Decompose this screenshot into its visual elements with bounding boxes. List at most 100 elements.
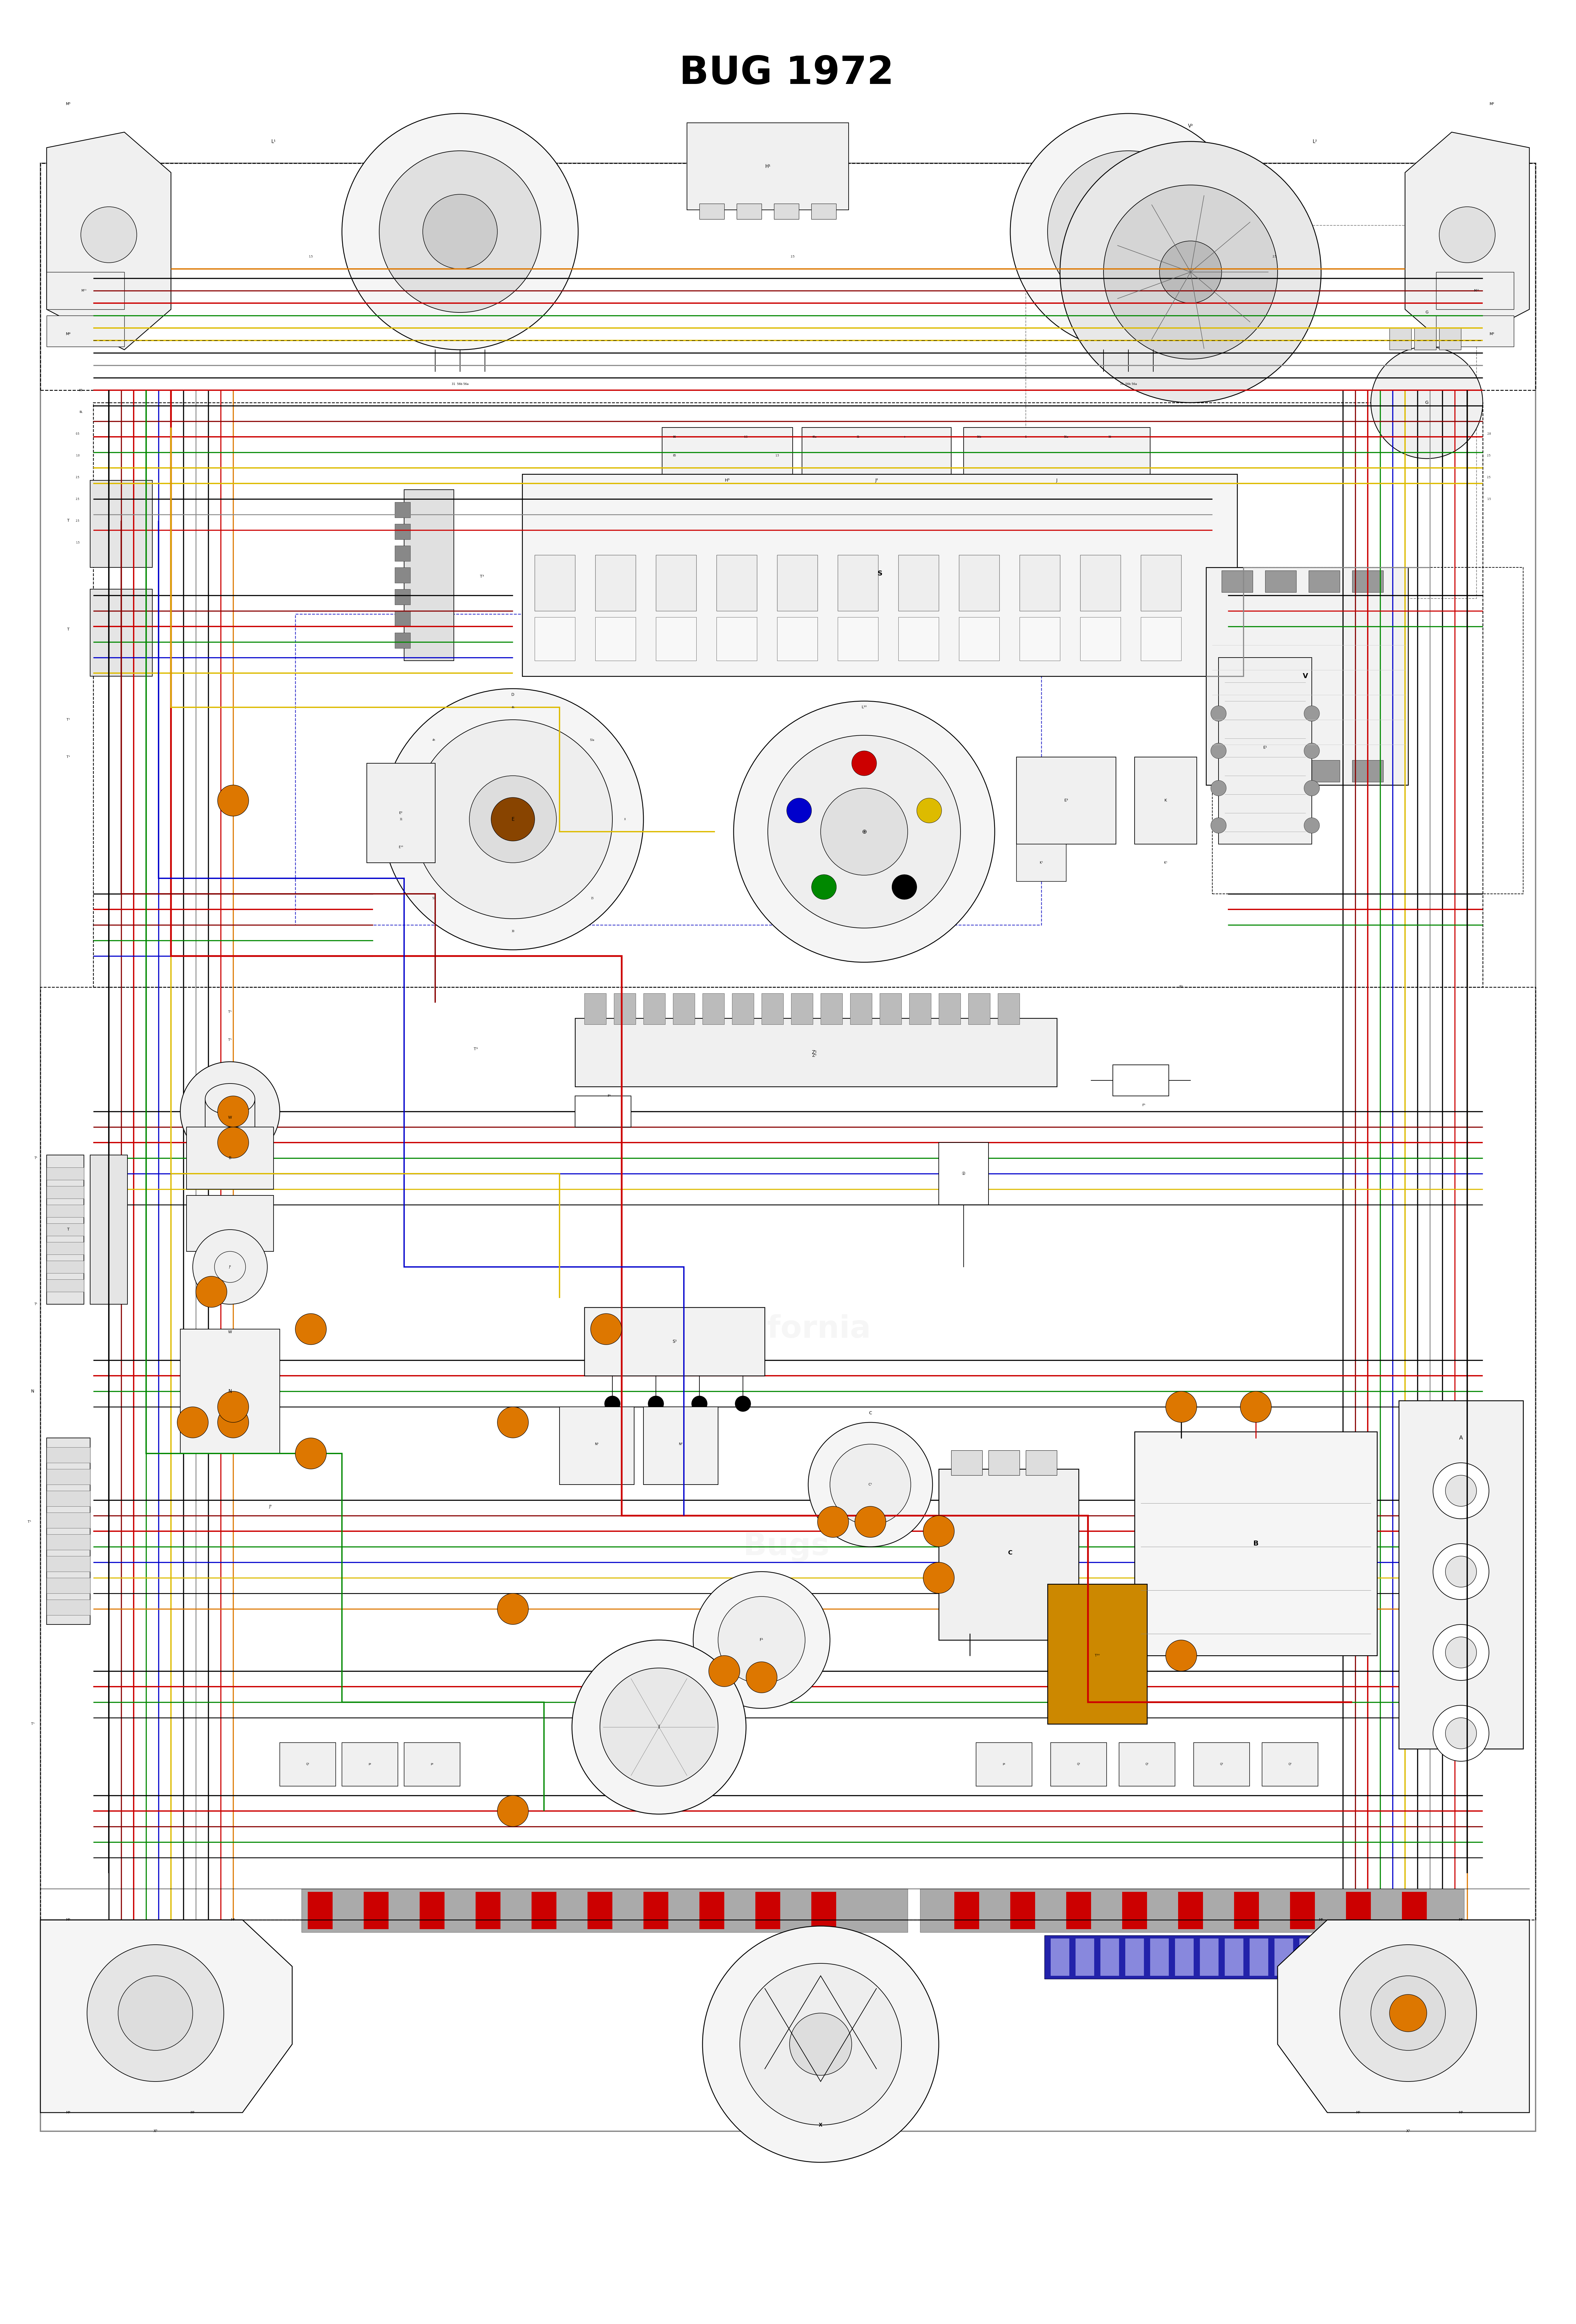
Bar [1374, 1892, 1399, 1929]
Circle shape [808, 1422, 933, 1548]
Bar [342, 1743, 397, 1787]
Bar [1100, 1938, 1119, 1975]
Circle shape [217, 786, 249, 816]
Bar [47, 272, 125, 309]
Bar [1262, 1892, 1288, 1929]
Circle shape [1303, 744, 1319, 758]
Circle shape [854, 1506, 886, 1538]
Text: 1.5: 1.5 [775, 453, 779, 458]
Bar [700, 205, 725, 218]
Text: 58: 58 [79, 388, 82, 390]
Text: 31: 31 [399, 818, 402, 820]
Circle shape [1371, 1975, 1445, 2050]
Circle shape [1303, 781, 1319, 795]
Circle shape [118, 1975, 192, 2050]
Circle shape [693, 1571, 831, 1708]
Circle shape [600, 1669, 719, 1787]
Bar [1051, 1938, 1070, 1975]
Bar [419, 1892, 444, 1929]
Bar [47, 1490, 90, 1506]
Bar [939, 1143, 988, 1204]
Text: N²: N² [679, 1443, 682, 1446]
Bar [615, 992, 635, 1025]
Bar [1221, 760, 1253, 781]
Polygon shape [47, 132, 170, 351]
Circle shape [383, 688, 643, 951]
Bar [448, 1892, 473, 1929]
Circle shape [703, 1927, 939, 2161]
Circle shape [1371, 346, 1483, 458]
Bar [777, 618, 818, 660]
Circle shape [413, 720, 613, 918]
Text: 85: 85 [673, 453, 676, 458]
Text: T³: T³ [474, 1048, 478, 1050]
Bar [90, 590, 153, 676]
Text: 0.5: 0.5 [76, 432, 80, 435]
Bar [791, 992, 813, 1025]
Bar [1225, 1938, 1243, 1975]
Bar [559, 1892, 585, 1929]
Circle shape [87, 1945, 224, 2082]
Bar [879, 992, 901, 1025]
Bar [656, 618, 697, 660]
Text: B: B [1253, 1541, 1259, 1548]
Text: M⁴: M⁴ [66, 2110, 71, 2115]
Circle shape [342, 114, 578, 351]
Bar [777, 555, 818, 611]
Circle shape [917, 797, 941, 823]
Bar [731, 992, 753, 1025]
Text: T: T [68, 518, 69, 523]
Text: L¹: L¹ [271, 139, 276, 144]
Bar [1266, 569, 1295, 593]
Bar [939, 1469, 1078, 1641]
Bar [656, 555, 697, 611]
Text: F¹: F¹ [608, 1095, 611, 1097]
Bar [1039, 1892, 1064, 1929]
Text: 2.5: 2.5 [76, 518, 79, 523]
Bar [47, 1534, 90, 1550]
Circle shape [1010, 114, 1247, 351]
Circle shape [605, 1397, 619, 1411]
Text: V²: V² [1188, 123, 1193, 128]
Bar [1250, 1938, 1269, 1975]
Text: F¹: F¹ [760, 1638, 763, 1643]
Bar [394, 502, 410, 518]
Bar [1275, 1938, 1294, 1975]
Circle shape [1433, 1462, 1489, 1520]
Bar [761, 992, 783, 1025]
Circle shape [1433, 1543, 1489, 1599]
Text: S¹: S¹ [673, 1339, 676, 1343]
Text: Q¹: Q¹ [1076, 1764, 1080, 1766]
Text: Bugs: Bugs [744, 816, 829, 846]
Text: +: + [903, 435, 906, 439]
Bar [673, 992, 695, 1025]
Circle shape [470, 776, 556, 862]
Circle shape [812, 874, 837, 899]
Bar [1212, 567, 1522, 895]
Bar [1067, 1892, 1091, 1929]
Text: H³: H³ [725, 479, 730, 483]
Circle shape [733, 702, 994, 962]
Text: L²: L² [1313, 139, 1318, 144]
Bar [93, 402, 1483, 988]
Text: K¹: K¹ [1165, 862, 1168, 865]
Bar [394, 523, 410, 539]
Text: T: T [68, 1227, 69, 1232]
Bar [41, 163, 1535, 2131]
Text: K¹: K¹ [1040, 862, 1043, 865]
Bar [1234, 1892, 1259, 1929]
Bar [504, 1892, 528, 1929]
Bar [476, 1892, 501, 1929]
Circle shape [1210, 744, 1226, 758]
Text: N: N [229, 1390, 232, 1394]
Circle shape [1340, 1945, 1477, 2082]
Text: H¹: H¹ [764, 165, 771, 170]
Text: 53: 53 [432, 897, 435, 899]
Circle shape [709, 1655, 739, 1687]
Circle shape [295, 1439, 326, 1469]
Circle shape [1103, 186, 1278, 360]
Text: M²: M² [1489, 102, 1494, 107]
Text: M²: M² [1459, 1917, 1463, 1922]
Bar [281, 1743, 336, 1787]
Circle shape [177, 1406, 208, 1439]
